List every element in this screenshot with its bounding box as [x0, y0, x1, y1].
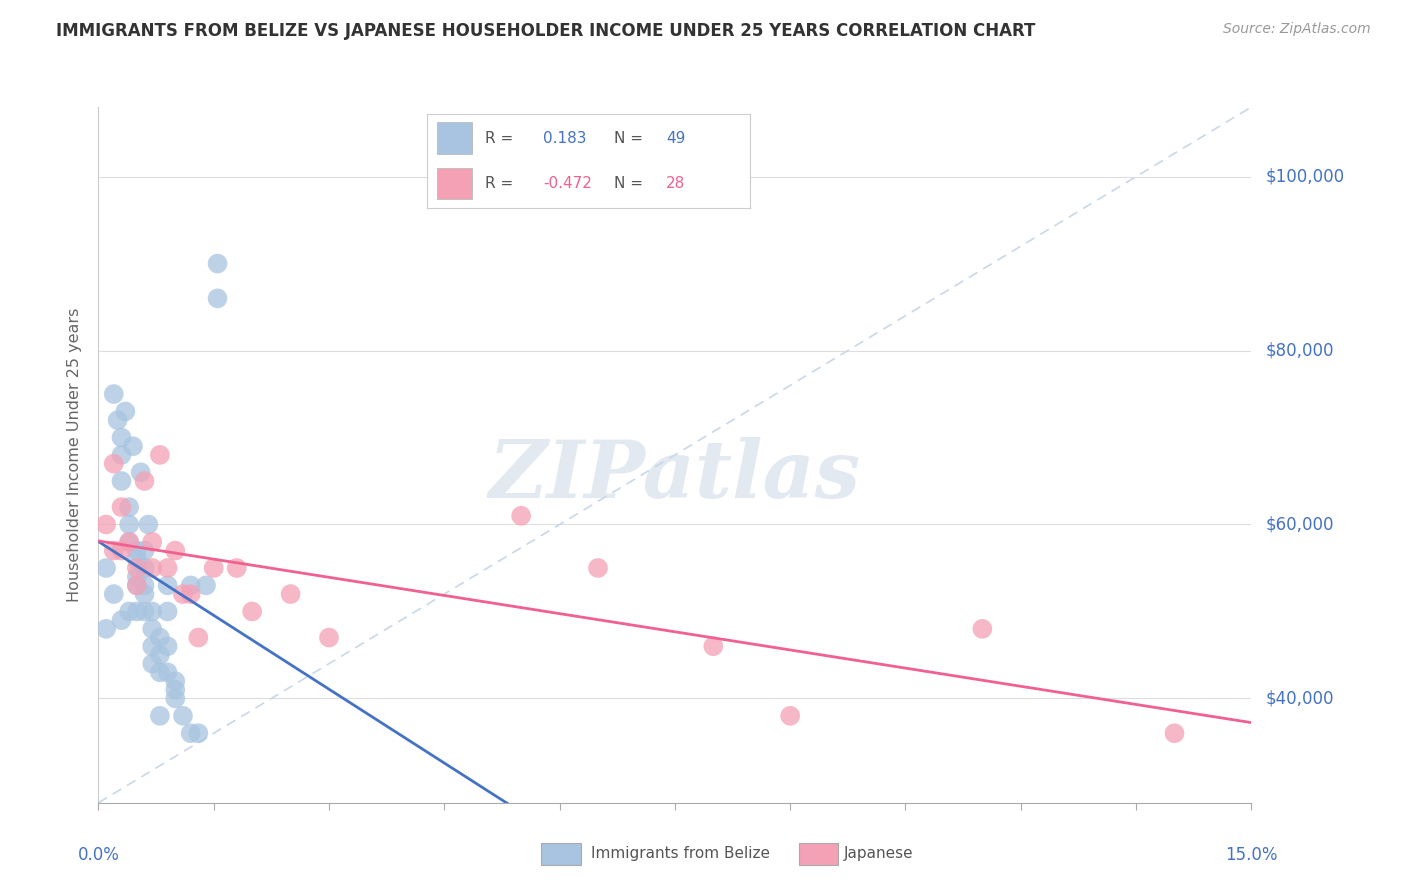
- Point: [156, 578, 179, 592]
- Point: [180, 578, 202, 592]
- Point: [134, 561, 156, 575]
- Point: [141, 605, 163, 619]
- Point: [118, 500, 141, 515]
- Text: Immigrants from Belize: Immigrants from Belize: [591, 847, 769, 861]
- Point: [156, 605, 179, 619]
- Point: [141, 657, 163, 671]
- Point: [195, 578, 218, 592]
- Point: [107, 413, 129, 427]
- Point: [134, 578, 156, 592]
- Point: [110, 474, 132, 488]
- Point: [172, 708, 194, 723]
- Point: [156, 639, 179, 653]
- Point: [110, 448, 132, 462]
- Text: Source: ZipAtlas.com: Source: ZipAtlas.com: [1223, 22, 1371, 37]
- Point: [94, 517, 117, 532]
- Point: [149, 631, 172, 645]
- Point: [180, 587, 202, 601]
- Point: [280, 587, 302, 601]
- Point: [138, 517, 160, 532]
- Point: [103, 543, 125, 558]
- Point: [187, 631, 209, 645]
- Point: [149, 708, 172, 723]
- Text: 0.0%: 0.0%: [77, 847, 120, 864]
- Point: [586, 561, 609, 575]
- Point: [125, 543, 148, 558]
- Point: [141, 639, 163, 653]
- Point: [114, 404, 136, 418]
- Point: [207, 257, 229, 271]
- Text: Japanese: Japanese: [844, 847, 914, 861]
- Point: [165, 543, 187, 558]
- Point: [779, 708, 801, 723]
- Point: [125, 578, 148, 592]
- Point: [172, 587, 194, 601]
- Point: [149, 448, 172, 462]
- Point: [187, 726, 209, 740]
- Point: [202, 561, 225, 575]
- Point: [110, 543, 132, 558]
- Point: [103, 457, 125, 471]
- Point: [702, 639, 724, 653]
- Y-axis label: Householder Income Under 25 years: Householder Income Under 25 years: [67, 308, 83, 602]
- Point: [110, 613, 132, 627]
- Text: $40,000: $40,000: [1265, 690, 1334, 707]
- Point: [118, 605, 141, 619]
- Point: [1163, 726, 1185, 740]
- Point: [94, 561, 117, 575]
- Point: [165, 682, 187, 697]
- Point: [156, 561, 179, 575]
- Point: [134, 605, 156, 619]
- Point: [318, 631, 340, 645]
- Point: [134, 474, 156, 488]
- Point: [156, 665, 179, 680]
- Point: [134, 543, 156, 558]
- Point: [118, 517, 141, 532]
- Point: [510, 508, 533, 523]
- Text: $80,000: $80,000: [1265, 342, 1334, 359]
- Text: ZIPatlas: ZIPatlas: [489, 437, 860, 515]
- Point: [110, 431, 132, 445]
- Point: [149, 665, 172, 680]
- Point: [110, 500, 132, 515]
- Point: [125, 578, 148, 592]
- Point: [103, 387, 125, 401]
- Point: [180, 726, 202, 740]
- Point: [125, 605, 148, 619]
- Text: 15.0%: 15.0%: [1225, 847, 1278, 864]
- Point: [103, 587, 125, 601]
- Point: [141, 622, 163, 636]
- Point: [207, 291, 229, 305]
- Point: [141, 535, 163, 549]
- Text: IMMIGRANTS FROM BELIZE VS JAPANESE HOUSEHOLDER INCOME UNDER 25 YEARS CORRELATION: IMMIGRANTS FROM BELIZE VS JAPANESE HOUSE…: [56, 22, 1036, 40]
- Point: [149, 648, 172, 662]
- Point: [972, 622, 994, 636]
- Text: $60,000: $60,000: [1265, 516, 1334, 533]
- Point: [134, 587, 156, 601]
- Point: [125, 570, 148, 584]
- Point: [165, 674, 187, 689]
- Point: [125, 561, 148, 575]
- Point: [240, 605, 263, 619]
- Point: [94, 622, 117, 636]
- Point: [118, 535, 141, 549]
- Text: $100,000: $100,000: [1265, 168, 1344, 186]
- Point: [125, 552, 148, 566]
- Point: [122, 439, 145, 453]
- Point: [225, 561, 247, 575]
- Point: [129, 466, 152, 480]
- Point: [165, 691, 187, 706]
- Point: [141, 561, 163, 575]
- Point: [118, 535, 141, 549]
